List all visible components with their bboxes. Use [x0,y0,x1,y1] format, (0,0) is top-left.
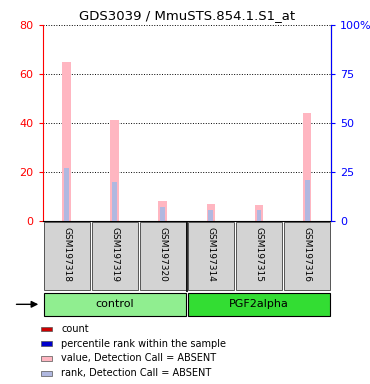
Text: count: count [61,324,89,334]
Bar [257,210,262,221]
Text: PGF2alpha: PGF2alpha [229,299,289,310]
Bar [41,356,53,361]
Text: rank, Detection Call = ABSENT: rank, Detection Call = ABSENT [61,368,212,378]
Text: GSM197318: GSM197318 [62,227,71,282]
Bar [41,371,53,376]
Bar [41,341,53,346]
Text: GSM197320: GSM197320 [158,227,167,282]
Bar [188,293,330,316]
Text: value, Detection Call = ABSENT: value, Detection Call = ABSENT [61,353,216,364]
Title: GDS3039 / MmuSTS.854.1.S1_at: GDS3039 / MmuSTS.854.1.S1_at [79,9,295,22]
Bar [284,222,330,290]
Bar [158,201,167,221]
Bar [188,222,234,290]
Bar [41,326,53,331]
Text: GSM197316: GSM197316 [303,227,312,282]
Bar [305,180,310,221]
Text: percentile rank within the sample: percentile rank within the sample [61,339,226,349]
Bar [140,222,186,290]
Text: GSM197314: GSM197314 [206,227,215,282]
Bar [44,222,90,290]
Bar [161,207,165,221]
Text: control: control [95,299,134,310]
Text: GSM197315: GSM197315 [255,227,263,282]
Bar [64,168,69,221]
Bar [303,113,312,221]
Bar [44,293,186,316]
Bar [110,121,119,221]
Text: GSM197319: GSM197319 [110,227,119,282]
Bar [209,210,213,221]
Bar [236,222,282,290]
Bar [112,182,117,221]
Bar [92,222,138,290]
Bar [62,62,71,221]
Bar [206,204,215,221]
Bar [255,205,263,221]
